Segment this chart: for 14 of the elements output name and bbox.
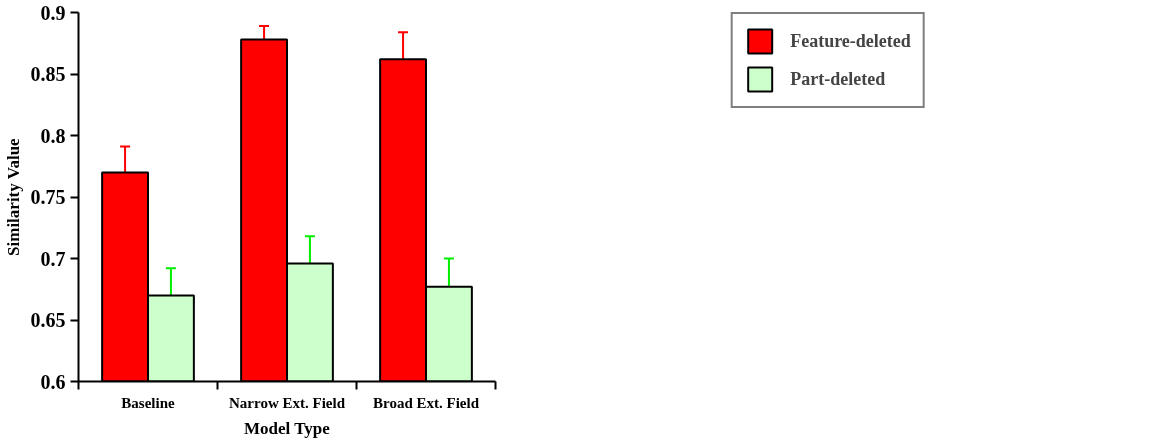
- legend-label: Feature-deleted: [790, 30, 911, 52]
- x-tick-label: Broad Ext. Field: [373, 394, 480, 411]
- y-tick-label: 0.9: [40, 1, 66, 24]
- x-tick-label: Baseline: [121, 394, 176, 411]
- y-tick-label: 0.85: [30, 63, 66, 85]
- x-tick-label: Narrow Ext. Field: [229, 394, 346, 411]
- legend-label: Part-deleted: [790, 68, 886, 90]
- y-tick-label: 0.8: [40, 124, 66, 147]
- y-axis-title: Similarity Value: [3, 137, 23, 256]
- x-axis-title: Model Type: [243, 418, 331, 438]
- y-tick-label: 0.65: [30, 309, 66, 331]
- y-tick-label: 0.75: [30, 186, 66, 208]
- y-tick-label: 0.7: [40, 247, 66, 270]
- y-tick-label: 0.6: [40, 370, 66, 393]
